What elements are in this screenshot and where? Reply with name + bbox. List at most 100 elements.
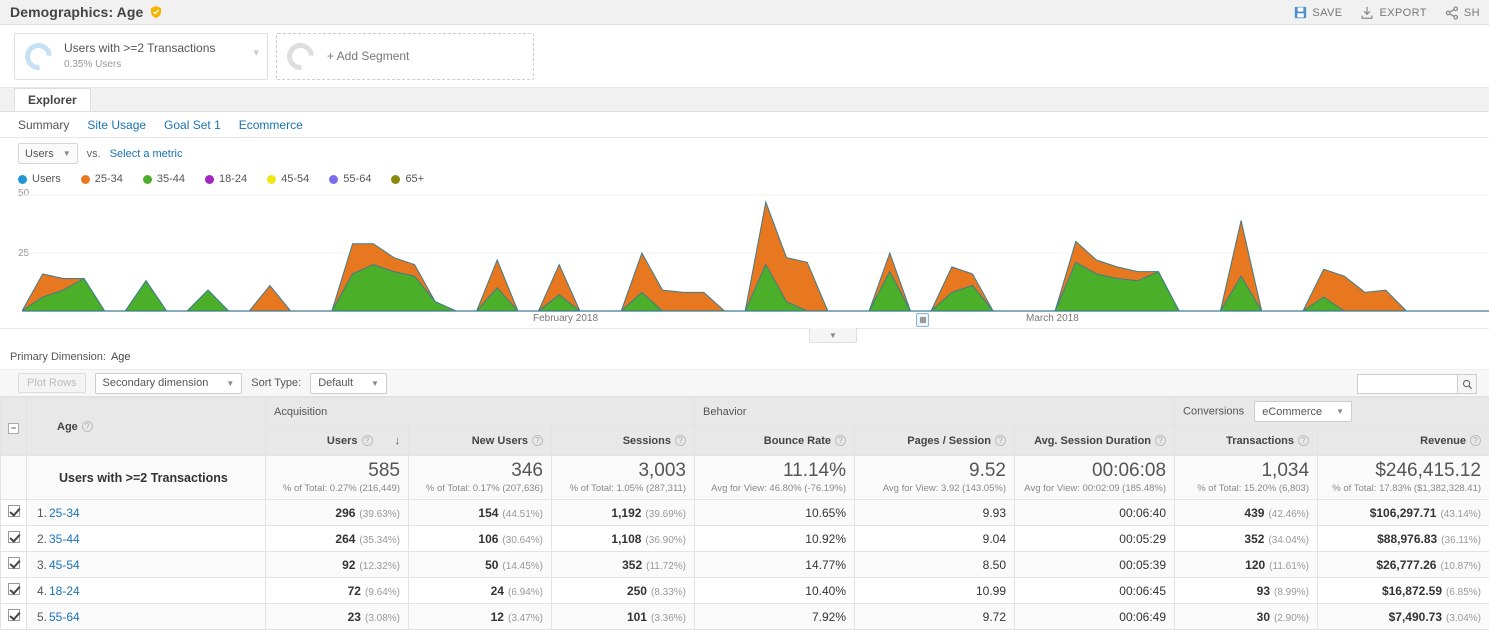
subnav-site-usage[interactable]: Site Usage <box>87 117 147 132</box>
summary-cell-2: 3,003% of Total: 1.05% (287,311) <box>551 455 695 500</box>
legend-item-45-54[interactable]: 45-54 <box>267 173 309 185</box>
column-header-avg-session-duration[interactable]: Avg. Session Duration? <box>1013 425 1176 456</box>
summary-cell-0: 585% of Total: 0.27% (216,449) <box>265 455 409 500</box>
table-tools-row: Plot Rows Secondary dimension ▼ Sort Typ… <box>0 369 1489 397</box>
help-icon[interactable]: ? <box>1155 435 1167 447</box>
primary-metric-select[interactable]: Users ▼ <box>18 143 78 164</box>
column-header-bounce-rate[interactable]: Bounce Rate? <box>694 425 855 456</box>
cell-pages-session: 8.50 <box>854 551 1015 578</box>
column-header-age[interactable]: Age? <box>26 397 266 456</box>
save-icon <box>1295 6 1307 19</box>
row-index: 2. <box>37 531 48 546</box>
chart-area[interactable]: 50 25 February 2018 March 2018 <box>0 188 1489 328</box>
column-header-new-users[interactable]: New Users? <box>408 425 552 456</box>
row-age-link[interactable]: 45-54 <box>49 557 80 572</box>
row-checkbox-cell[interactable] <box>0 577 27 604</box>
table-row: 5. 55-64 23 (3.08%) 12 (3.47%) 101 (3.36%) 7.92%… <box>0 603 1489 630</box>
collapse-all-cell[interactable]: − <box>0 397 27 456</box>
subnav-goal-set-1[interactable]: Goal Set 1 <box>164 117 221 132</box>
row-age-link[interactable]: 35-44 <box>49 531 80 546</box>
help-icon[interactable]: ? <box>81 421 93 433</box>
row-checkbox-cell[interactable] <box>0 525 27 552</box>
subnav-ecommerce[interactable]: Ecommerce <box>238 117 303 132</box>
row-checkbox[interactable] <box>7 557 20 569</box>
column-header-pages-session[interactable]: Pages / Session? <box>854 425 1015 456</box>
share-button[interactable]: SH <box>1436 0 1489 25</box>
column-header-users[interactable]: Users? ↓ <box>265 425 409 456</box>
subnav-summary[interactable]: Summary <box>18 117 70 132</box>
table-row: 3. 45-54 92 (12.32%) 50 (14.45%) 352 (11.72%) 14… <box>0 551 1489 578</box>
row-checkbox-cell[interactable] <box>0 499 27 526</box>
help-icon[interactable]: ? <box>532 435 543 447</box>
applied-segment[interactable]: Users with >=2 Transactions 0.35% Users … <box>14 32 268 80</box>
summary-cell-4: 9.52 Avg for View: 3.92 (143.05%) <box>854 455 1015 500</box>
select-a-metric-link[interactable]: Select a metric <box>109 147 183 160</box>
search-input[interactable] <box>1357 374 1457 394</box>
summary-value: 00:06:08 <box>1092 460 1167 482</box>
row-index: 1. <box>37 505 48 520</box>
help-icon[interactable]: ? <box>1298 435 1310 447</box>
chevron-down-icon: ▼ <box>371 378 379 388</box>
row-checkbox-cell[interactable] <box>0 551 27 578</box>
row-checkbox[interactable] <box>7 505 20 517</box>
legend-item-users[interactable]: Users <box>18 173 61 185</box>
row-dimension-cell: 5. 55-64 <box>26 603 266 630</box>
column-header-label: New Users <box>471 434 528 447</box>
legend-item-35-44[interactable]: 35-44 <box>142 173 185 185</box>
summary-subvalue: Avg for View: 00:02:09 (185.48%) <box>1024 482 1167 494</box>
row-checkbox[interactable] <box>7 531 20 543</box>
help-icon[interactable]: ? <box>1470 435 1482 447</box>
help-icon[interactable]: ? <box>995 435 1006 447</box>
help-icon[interactable]: ? <box>361 435 373 447</box>
help-icon[interactable]: ? <box>675 435 686 447</box>
chevron-down-icon: ▼ <box>226 378 235 388</box>
search-button[interactable] <box>1457 374 1477 394</box>
save-button[interactable]: SAVE <box>1285 0 1351 25</box>
summary-subvalue: % of Total: 1.05% (287,311) <box>569 482 686 494</box>
header-actions: SAVE EXPORT SH <box>1285 0 1489 25</box>
cell-bounce-rate: 10.92% <box>694 525 855 552</box>
cell-new-users: 50 (14.45%) <box>408 551 552 578</box>
legend-item-25-34[interactable]: 25-34 <box>80 173 123 185</box>
cell-transactions: 93 (8.99%) <box>1174 577 1319 604</box>
row-checkbox[interactable] <box>7 583 20 595</box>
primary-dimension-row: Primary Dimension: Age <box>0 344 1489 369</box>
legend-item-18-24[interactable]: 18-24 <box>205 173 247 185</box>
chart-expand-toggle[interactable]: ▼ <box>809 328 857 343</box>
row-checkbox-cell[interactable] <box>0 603 27 630</box>
table-summary-row: Users with >=2 Transactions 585% of Total… <box>0 455 1489 500</box>
minus-icon[interactable]: − <box>8 422 19 434</box>
row-age-link[interactable]: 55-64 <box>49 609 80 624</box>
row-index: 3. <box>37 557 48 572</box>
row-age-link[interactable]: 25-34 <box>49 505 80 520</box>
chevron-down-icon: ▼ <box>62 149 71 158</box>
table-row: 2. 35-44 264 (35.34%) 106 (30.64%) 1,108 (36.90… <box>0 525 1489 552</box>
cell-pages-session: 9.93 <box>854 499 1015 526</box>
tab-explorer[interactable]: Explorer <box>14 88 91 111</box>
summary-subvalue: Avg for View: 3.92 (143.05%) <box>882 482 1006 494</box>
cell-pages-session: 10.99 <box>854 577 1015 604</box>
conversions-goal-select[interactable]: eCommerce ▼ <box>1254 401 1353 422</box>
row-dimension-cell: 2. 35-44 <box>26 525 266 552</box>
chevron-down-icon[interactable]: ▾ <box>253 46 259 59</box>
sort-desc-icon: ↓ <box>394 434 401 447</box>
group-header-acquisition: Acquisition <box>265 397 695 426</box>
column-header-sessions[interactable]: Sessions? <box>551 425 695 456</box>
legend-item-65+[interactable]: 65+ <box>391 173 424 185</box>
summary-value: 9.52 <box>969 460 1006 482</box>
row-checkbox[interactable] <box>7 609 20 621</box>
row-age-link[interactable]: 18-24 <box>49 583 80 598</box>
primary-dimension-value[interactable]: Age <box>110 351 131 363</box>
legend-item-55-64[interactable]: 55-64 <box>329 173 371 185</box>
secondary-dimension-select[interactable]: Secondary dimension ▼ <box>94 372 243 394</box>
sort-type-select[interactable]: Default ▼ <box>310 372 387 394</box>
summary-value: 11.14% <box>782 460 846 482</box>
column-header-transactions[interactable]: Transactions? <box>1174 425 1319 456</box>
segment-donut-icon <box>19 36 58 76</box>
chart-hover-marker <box>916 313 929 327</box>
column-header-revenue[interactable]: Revenue? <box>1317 425 1489 456</box>
export-button[interactable]: EXPORT <box>1351 0 1435 25</box>
add-segment-button[interactable]: + Add Segment <box>276 32 534 80</box>
help-icon[interactable]: ? <box>835 435 846 447</box>
plot-rows-button[interactable]: Plot Rows <box>18 373 86 393</box>
